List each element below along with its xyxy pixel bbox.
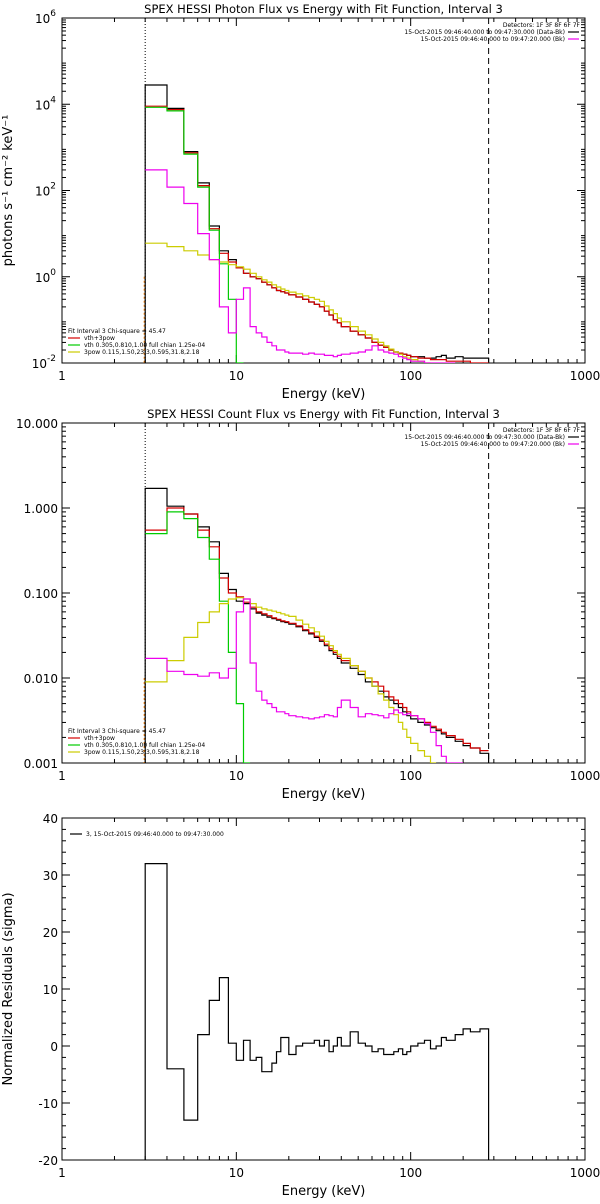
x-axis-label: Energy (keV) — [282, 1184, 366, 1199]
y-tick-label: 104 — [35, 95, 56, 112]
x-tick-label: 1000 — [570, 369, 600, 383]
series-thermal-line — [145, 511, 251, 763]
legend-entry-text: vth 0.305,0.810,1.00 full chian 1.25e-04 — [84, 342, 205, 349]
legend-entry-text: 15-Oct-2015 09:46:40.000 to 09:47:30.000… — [404, 434, 565, 441]
series-powerlaw-line — [145, 597, 437, 763]
y-tick-label: 0.001 — [24, 757, 58, 771]
x-tick-label: 1 — [58, 769, 66, 783]
x-axis-label: Energy (keV) — [282, 787, 366, 802]
series-total-line — [145, 507, 489, 752]
series-background-line — [145, 169, 456, 363]
y-tick-label: 10.000 — [16, 417, 58, 431]
plot-frame — [61, 817, 586, 1161]
legend-entry-text: 15-Oct-2015 09:46:40.000 to 09:47:30.000… — [404, 29, 565, 36]
y-tick-label: 0.010 — [24, 672, 58, 686]
legend-fit-header: Fit Interval 3 Chi-square = 45.47 — [68, 728, 166, 735]
plot-frame — [61, 422, 586, 764]
legend-fit-header: Fit Interval 3 Chi-square = 45.47 — [68, 328, 166, 335]
plot-frame — [61, 17, 586, 364]
x-tick-label: 1000 — [570, 1166, 600, 1180]
y-tick-label: 40 — [43, 812, 58, 826]
x-tick-label: 100 — [399, 769, 422, 783]
x-axis-label: Energy (keV) — [282, 387, 366, 402]
y-tick-label: 100 — [35, 268, 56, 285]
legend-left: 3, 15-Oct-2015 09:46:40.000 to 09:47:30.… — [70, 831, 224, 838]
x-tick-label: 1 — [58, 369, 66, 383]
y-axis-label: photons s⁻¹ cm⁻² keV⁻¹ — [1, 115, 16, 267]
legend-entry-text: vth 0.305,0.810,1.00 full chian 1.25e-04 — [84, 742, 205, 749]
chart-2: 1 10 100 1000 0.001 0.010 0.100 1.000 10.000 SPEX… — [16, 407, 600, 802]
legend-entry-text: vth+3pow — [84, 735, 115, 742]
x-tick-label: 10 — [229, 769, 244, 783]
y-axis-label: Normalized Residuals (sigma) — [1, 892, 16, 1085]
series-data-line — [144, 863, 490, 1160]
y-tick-label: -10 — [38, 1097, 58, 1111]
chart-title: SPEX HESSI Count Flux vs Energy with Fit… — [147, 407, 500, 421]
plot-area — [143, 18, 490, 363]
chart-1: 1 10 100 1000 10-2 100 102 104 106 SPEX HESSI Pho… — [1, 2, 600, 402]
series-powerlaw-line — [145, 242, 431, 363]
y-tick-label: 102 — [35, 182, 56, 199]
x-tick-label: 10 — [229, 369, 244, 383]
x-tick-label: 1 — [58, 1166, 66, 1180]
legend-entry-text: 3pow 0.115,1.50,23.3,0.595,31.8,2.18 — [84, 349, 200, 356]
legend-entry-text: 15-Oct-2015 09:46:40.000 to 09:47:20.000… — [421, 36, 565, 43]
y-tick-label: 0 — [50, 1040, 58, 1054]
x-tick-label: 100 — [399, 369, 422, 383]
legend-detectors: Detectors: 1F 3F 8F 6F 7F — [503, 22, 581, 29]
y-tick-label: -20 — [38, 1154, 58, 1168]
y-tick-label: 0.100 — [24, 587, 58, 601]
y-tick-label: 10-2 — [32, 354, 56, 371]
series-total-line — [145, 105, 489, 363]
legend-entry-text: 3pow 0.115,1.50,23.3,0.595,31.8,2.18 — [84, 749, 200, 756]
legend-entry-text: 15-Oct-2015 09:46:40.000 to 09:47:20.000… — [421, 441, 565, 448]
legend-left: Fit Interval 3 Chi-square = 45.47vth+3po… — [68, 728, 205, 756]
y-tick-label: 10 — [43, 983, 58, 997]
legend-detectors: Detectors: 1F 3F 8F 6F 7F — [503, 427, 581, 434]
chart-title: SPEX HESSI Photon Flux vs Energy with Fi… — [144, 2, 503, 16]
y-tick-label: 106 — [35, 9, 56, 26]
x-tick-label: 1000 — [570, 769, 600, 783]
series-data-line — [144, 487, 490, 763]
legend-entry-text: 3, 15-Oct-2015 09:46:40.000 to 09:47:30.… — [86, 831, 224, 838]
y-tick-label: 1.000 — [24, 502, 58, 516]
series-background-line — [145, 598, 464, 763]
y-tick-label: 30 — [43, 869, 58, 883]
x-tick-label: 10 — [229, 1166, 244, 1180]
series-thermal-line — [145, 106, 244, 363]
y-tick-label: 20 — [43, 926, 58, 940]
plot-area — [143, 423, 490, 763]
plot-area — [144, 863, 490, 1160]
legend-left: Fit Interval 3 Chi-square = 45.47vth+3po… — [68, 328, 205, 356]
series-data-line — [144, 84, 490, 363]
chart-3: 1 10 100 1000 -20 -10 0 10 20 30 40 Energy (keV) Nor… — [1, 812, 600, 1199]
x-tick-label: 100 — [399, 1166, 422, 1180]
legend-entry-text: vth+3pow — [84, 335, 115, 342]
